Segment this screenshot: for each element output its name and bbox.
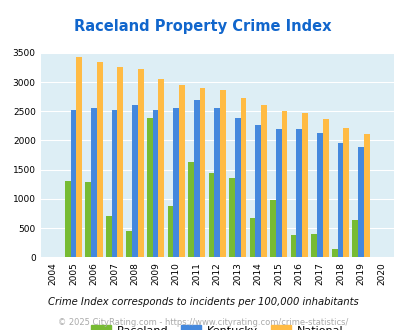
Bar [158, 79, 164, 257]
Bar [179, 85, 184, 257]
Bar [167, 206, 173, 257]
Text: © 2025 CityRating.com - https://www.cityrating.com/crime-statistics/: © 2025 CityRating.com - https://www.city… [58, 318, 347, 327]
Bar [249, 218, 255, 257]
Bar [343, 128, 348, 257]
Bar [65, 182, 70, 257]
Bar [173, 108, 179, 257]
Bar [132, 105, 138, 257]
Bar [275, 129, 281, 257]
Bar [97, 62, 102, 257]
Bar [214, 108, 220, 257]
Text: Crime Index corresponds to incidents per 100,000 inhabitants: Crime Index corresponds to incidents per… [47, 297, 358, 307]
Text: Raceland Property Crime Index: Raceland Property Crime Index [74, 19, 331, 34]
Bar [290, 235, 296, 257]
Bar [70, 110, 76, 257]
Bar [208, 173, 214, 257]
Bar [269, 200, 275, 257]
Bar [352, 220, 357, 257]
Bar [76, 57, 82, 257]
Bar [91, 108, 97, 257]
Bar [363, 134, 369, 257]
Bar [126, 231, 132, 257]
Bar [111, 110, 117, 257]
Bar [316, 133, 322, 257]
Bar [331, 248, 337, 257]
Bar [296, 129, 301, 257]
Bar [152, 110, 158, 257]
Bar [193, 100, 199, 257]
Bar [240, 98, 246, 257]
Bar [234, 118, 240, 257]
Bar [188, 162, 193, 257]
Bar [255, 125, 260, 257]
Legend: Raceland, Kentucky, National: Raceland, Kentucky, National [86, 320, 347, 330]
Bar [311, 234, 316, 257]
Bar [106, 216, 111, 257]
Bar [138, 69, 143, 257]
Bar [117, 67, 123, 257]
Bar [199, 88, 205, 257]
Bar [147, 118, 152, 257]
Bar [260, 105, 266, 257]
Bar [322, 119, 328, 257]
Bar [85, 182, 91, 257]
Bar [228, 179, 234, 257]
Bar [357, 147, 363, 257]
Bar [220, 90, 225, 257]
Bar [337, 143, 343, 257]
Bar [281, 111, 287, 257]
Bar [301, 113, 307, 257]
